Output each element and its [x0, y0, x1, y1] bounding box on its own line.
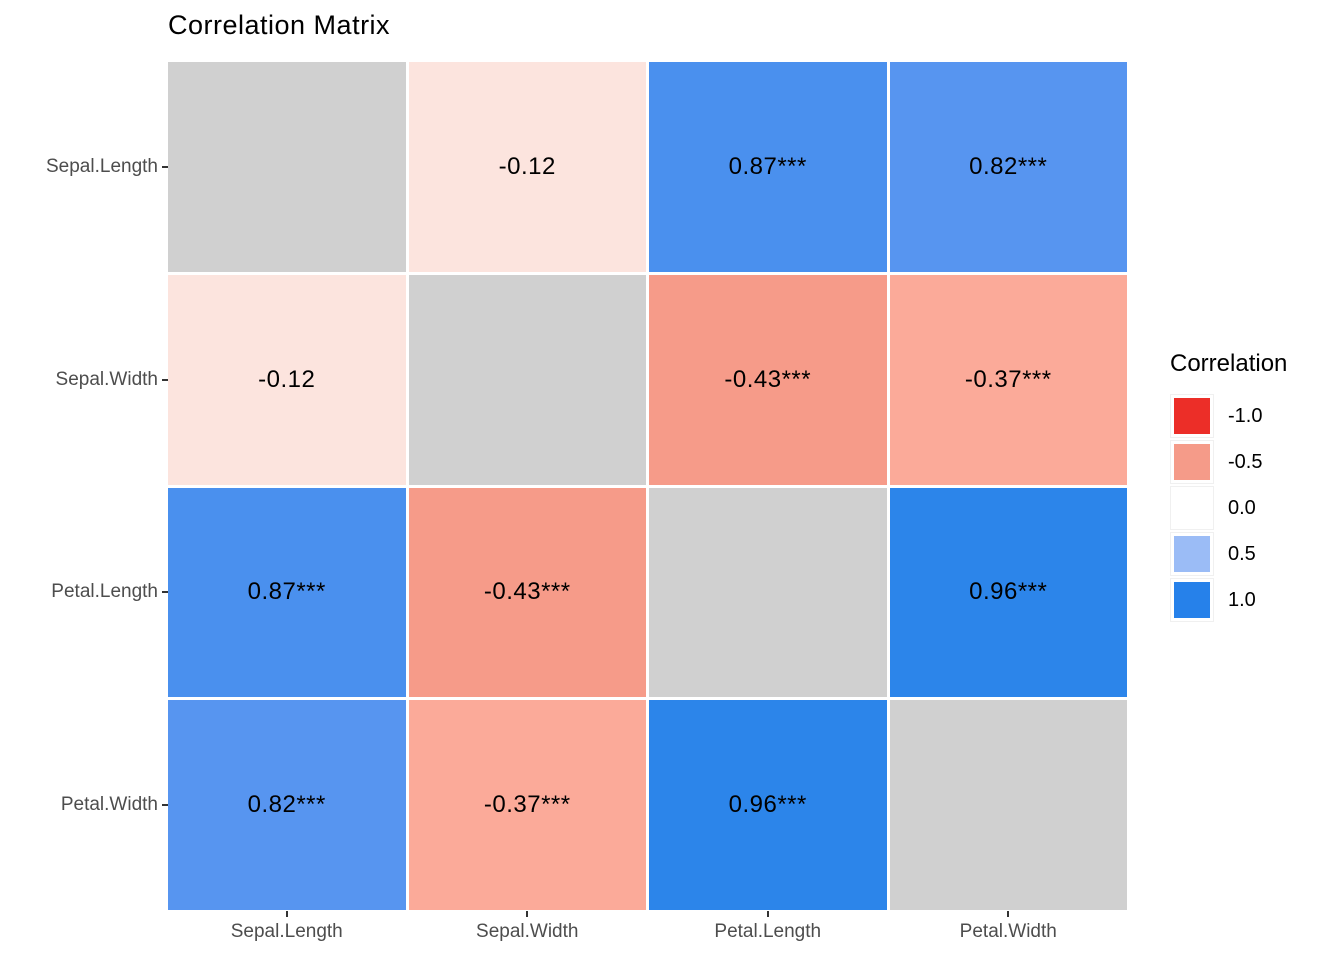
- x-axis-tick-petal-length: [766, 911, 769, 917]
- heatmap-cell-petal-width-sepal-width: -0.37***: [408, 700, 646, 910]
- legend-key-box: [1170, 440, 1214, 484]
- legend-color-swatch: [1174, 444, 1210, 480]
- legend-entry-0.0: 0.0: [1170, 486, 1287, 530]
- heatmap-cell-petal-width-sepal-length: 0.82***: [168, 700, 406, 910]
- legend-entry-label: 1.0: [1228, 588, 1256, 611]
- heatmap-cell-petal-length-sepal-length: 0.87***: [168, 487, 406, 698]
- y-axis-label-petal-length: Petal.Length: [51, 581, 158, 603]
- legend-entry-label: 0.5: [1228, 542, 1256, 565]
- y-axis-tick-sepal-width: [162, 378, 168, 381]
- legend-title: Correlation: [1170, 350, 1288, 377]
- y-axis-label-sepal-width: Sepal.Width: [55, 368, 158, 390]
- heatmap-cell-sepal-length-petal-width: 0.82***: [889, 62, 1127, 272]
- heatmap-cell-sepal-length-petal-length: 0.87***: [649, 62, 887, 272]
- heatmap-panel: -0.12 0.87*** 0.82*** -0.12 -0.43*** -0.37***…: [168, 62, 1127, 910]
- heatmap-cell-diagonal-sepal-length: [168, 62, 406, 272]
- legend-key-box: [1170, 532, 1214, 576]
- legend-color-swatch: [1174, 582, 1210, 618]
- y-axis-tick-sepal-length: [162, 165, 168, 168]
- legend-key-box: [1170, 486, 1214, 530]
- chart-title: Correlation Matrix: [168, 10, 391, 40]
- x-axis-tick-sepal-width: [526, 911, 529, 917]
- heatmap-cell-petal-length-sepal-width: -0.43***: [408, 487, 646, 698]
- legend-key-box: [1170, 578, 1214, 622]
- heatmap-cell-sepal-width-petal-length: -0.43***: [649, 274, 887, 485]
- legend-entry-0.5: 0.5: [1170, 532, 1287, 576]
- y-axis-tick-petal-width: [162, 804, 168, 807]
- legend-key-box: [1170, 394, 1214, 438]
- heatmap-cell-diagonal-petal-width: [889, 700, 1127, 910]
- legend-keys: -1.0 -0.5 0.0 0.5 1.0: [1170, 394, 1287, 622]
- heatmap-cell-diagonal-sepal-width: [408, 274, 646, 485]
- heatmap-cell-petal-length-petal-width: 0.96***: [889, 487, 1127, 698]
- y-axis-label-sepal-length: Sepal.Length: [46, 155, 158, 177]
- heatmap-cell-sepal-width-sepal-length: -0.12: [168, 274, 406, 485]
- x-axis-label-petal-width: Petal.Width: [959, 921, 1057, 942]
- x-axis-tick-sepal-length: [285, 911, 288, 917]
- legend-entry--1.0: -1.0: [1170, 394, 1287, 438]
- legend-color-swatch: [1174, 398, 1210, 434]
- legend-color-swatch: [1174, 536, 1210, 572]
- legend: Correlation -1.0 -0.5 0.0 0.5 1.0: [1170, 350, 1287, 624]
- legend-entry-label: -0.5: [1228, 450, 1263, 473]
- heatmap-cell-sepal-width-petal-width: -0.37***: [889, 274, 1127, 485]
- heatmap-cell-petal-width-petal-length: 0.96***: [649, 700, 887, 910]
- legend-entry--0.5: -0.5: [1170, 440, 1287, 484]
- heatmap-cell-diagonal-petal-length: [649, 487, 887, 698]
- legend-color-swatch: [1174, 490, 1210, 526]
- x-axis-tick-petal-width: [1007, 911, 1010, 917]
- heatmap-cell-sepal-length-sepal-width: -0.12: [408, 62, 646, 272]
- y-axis-tick-petal-length: [162, 591, 168, 594]
- legend-entry-1.0: 1.0: [1170, 578, 1287, 622]
- x-axis-label-sepal-length: Sepal.Length: [230, 921, 343, 942]
- legend-entry-label: -1.0: [1228, 404, 1263, 427]
- x-axis-label-petal-length: Petal.Length: [714, 921, 822, 942]
- legend-entry-label: 0.0: [1228, 496, 1256, 519]
- y-axis-label-petal-width: Petal.Width: [60, 794, 158, 816]
- x-axis-label-sepal-width: Sepal.Width: [476, 921, 579, 942]
